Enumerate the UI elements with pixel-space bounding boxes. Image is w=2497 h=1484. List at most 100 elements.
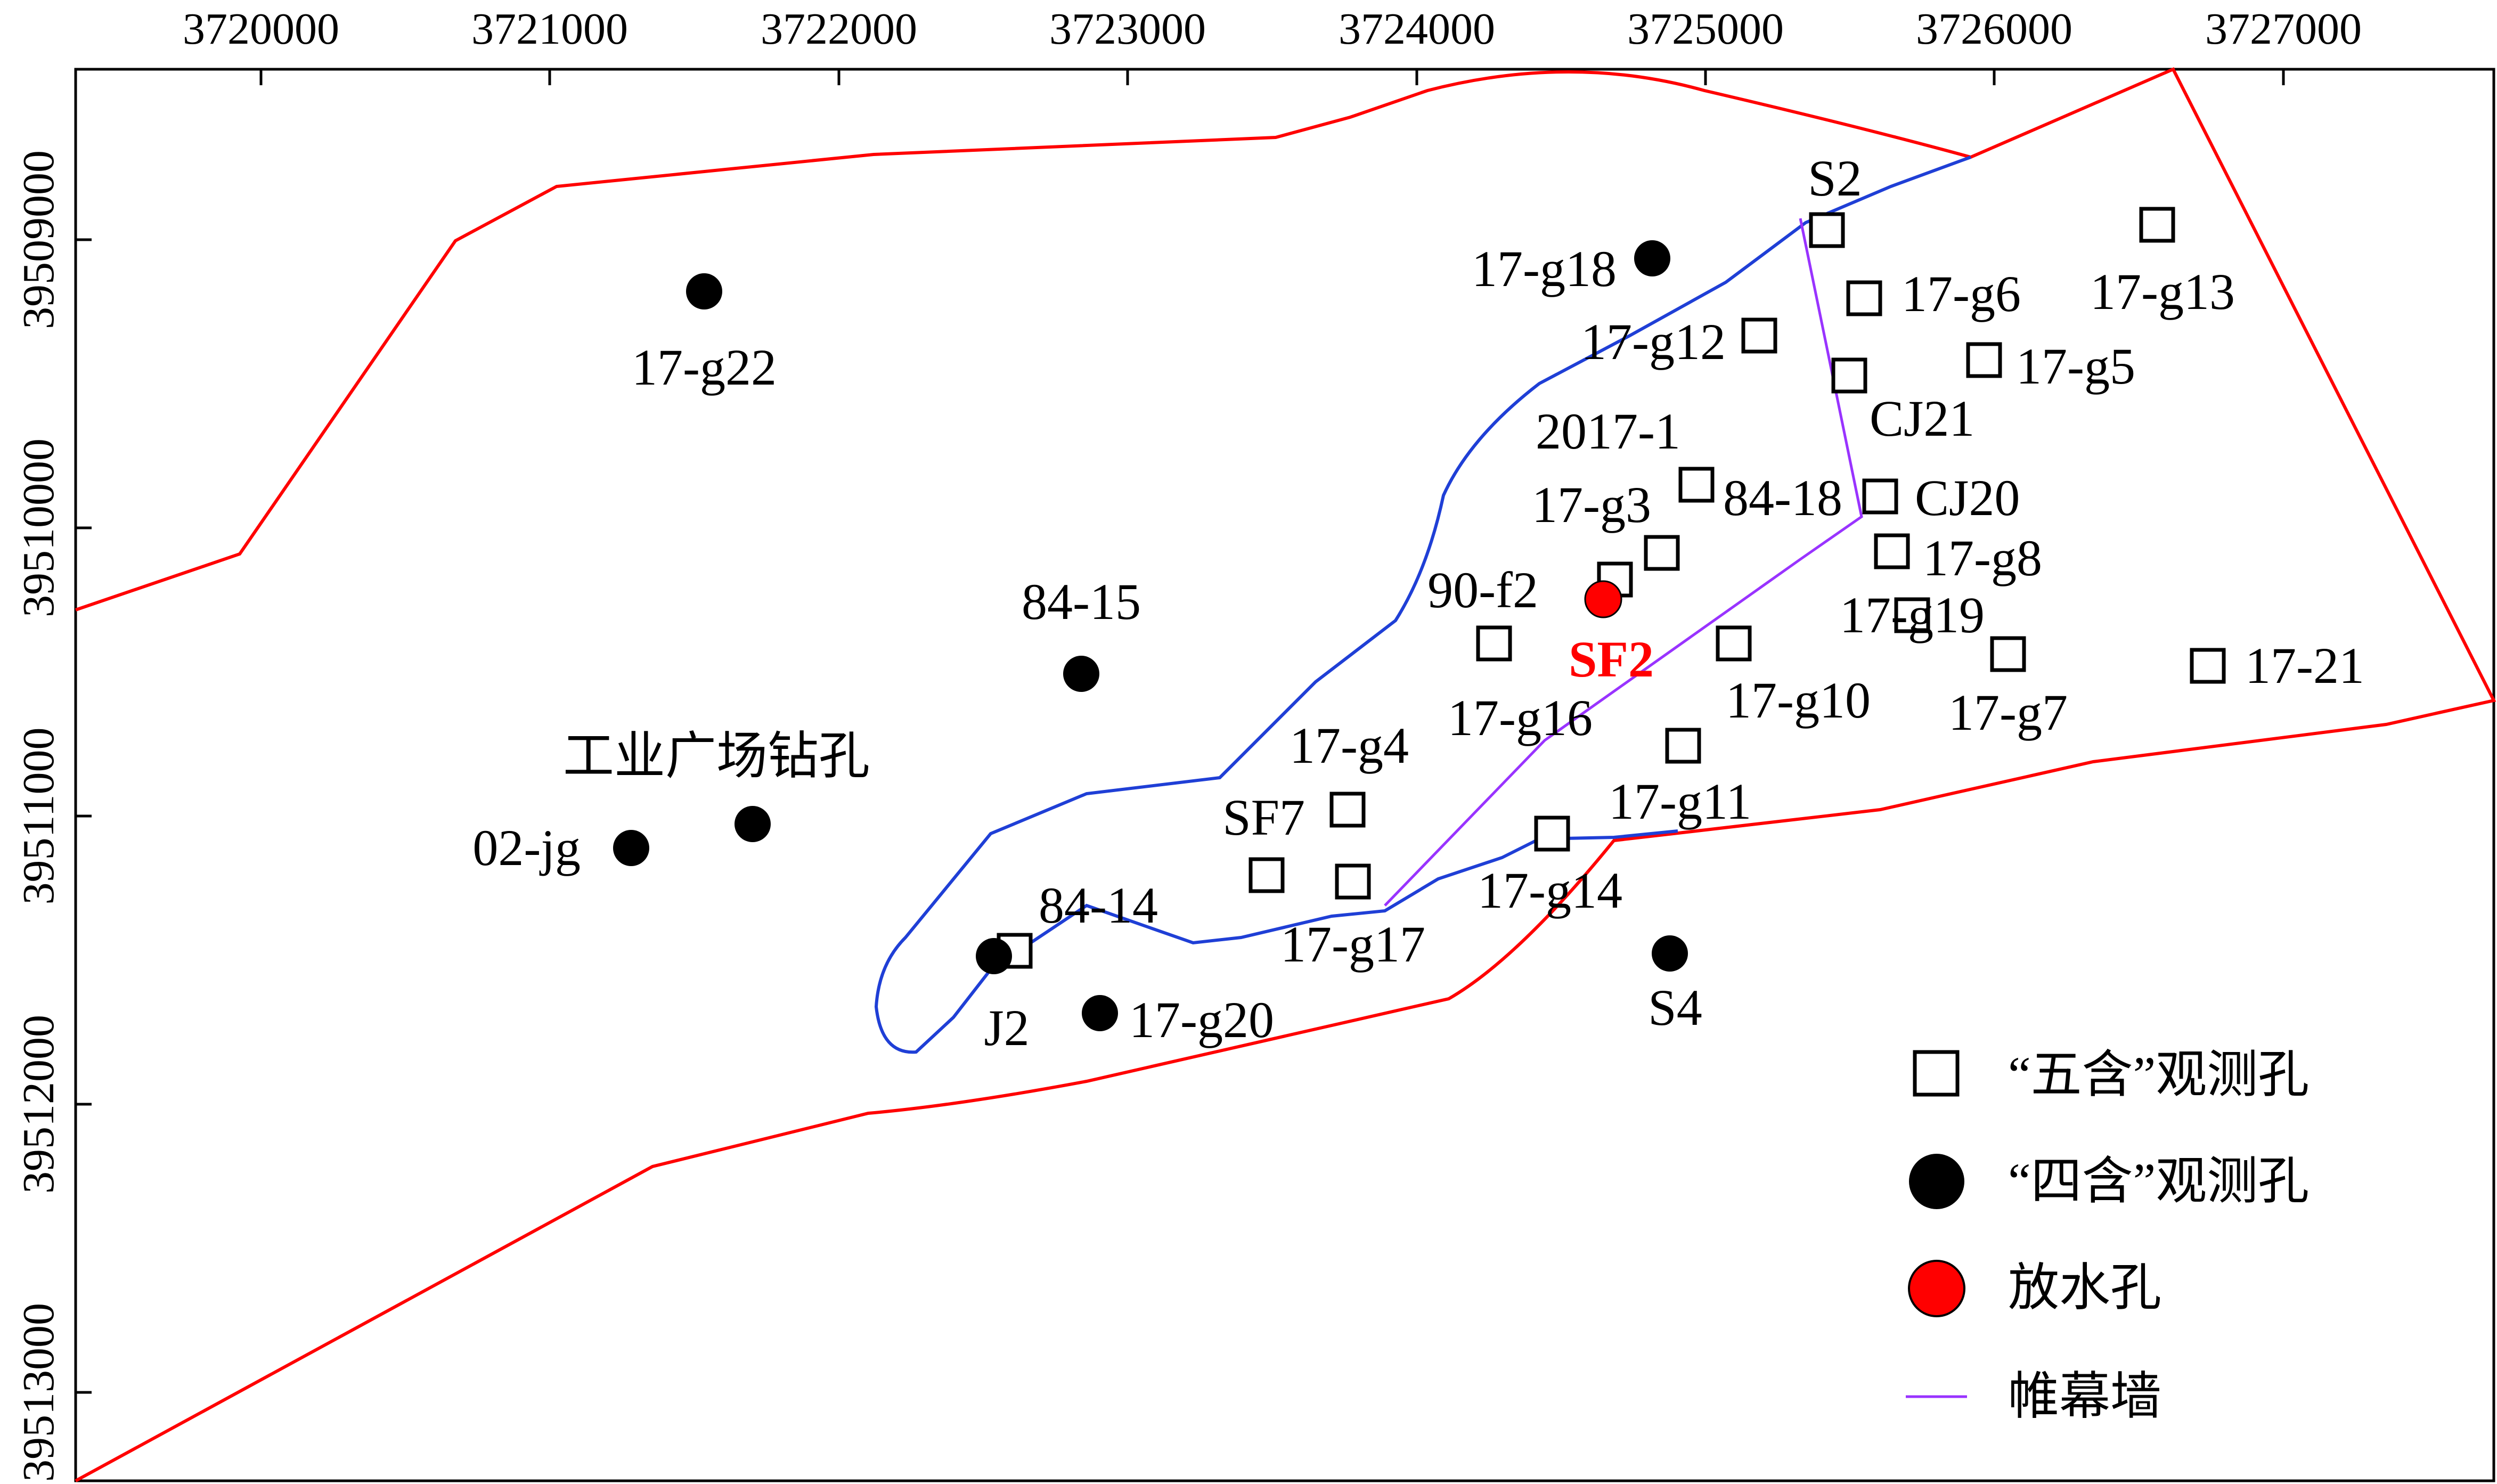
five-aquifer-marker	[1335, 863, 1371, 900]
y-tick-label: 39512000	[14, 1015, 63, 1194]
x-tick-label: 3722000	[761, 4, 917, 54]
five-aquifer-marker	[1862, 478, 1898, 515]
well-label: J2	[984, 999, 1029, 1056]
well-label: CJ21	[1870, 390, 1974, 447]
four-aquifer-marker	[1063, 656, 1099, 692]
five-aquifer-marker	[1716, 625, 1752, 662]
four-aquifer-marker	[613, 830, 649, 866]
well-17-g17: 17-g17	[1280, 863, 1425, 973]
well-17-g5: 17-g5	[1966, 338, 2135, 395]
well-17-g7: 17-g7	[1948, 636, 2068, 741]
well-label: 17-g6	[1902, 265, 2021, 322]
five-aquifer-marker	[1894, 597, 1930, 633]
five-aquifer-marker	[1874, 533, 1910, 569]
five-aquifer-marker	[1329, 792, 1366, 828]
five-aquifer-marker	[1665, 728, 1701, 764]
well-17-g3: 17-g3	[1532, 476, 1680, 571]
well-17-g11: 17-g11	[1609, 728, 1751, 830]
well-label: 17-g17	[1280, 916, 1425, 973]
well-s4: S4	[1648, 935, 1702, 1036]
well-s2: S2	[1808, 150, 1862, 248]
well-17-g12: 17-g12	[1581, 313, 1777, 370]
y-tick-label: 39511000	[14, 728, 63, 905]
well-label: 工业广场钻孔	[563, 728, 870, 785]
five-aquifer-marker	[1846, 280, 1882, 316]
five-aquifer-marker	[1741, 317, 1777, 354]
x-tick-label: 3724000	[1339, 4, 1495, 54]
well-label: 17-g10	[1726, 672, 1871, 729]
well-17-g13: 17-g13	[2090, 207, 2235, 320]
well-label: CJ20	[1915, 469, 2020, 526]
field-boundary	[75, 67, 2496, 1482]
four-aquifer-marker	[976, 938, 1012, 974]
well-label: 17-g11	[1609, 773, 1751, 830]
well-17-g20: 17-g20	[1082, 991, 1274, 1048]
well-17-g18: 17-g18	[1472, 240, 1670, 297]
well-borehole: 工业广场钻孔	[563, 728, 870, 842]
well-17-g6: 17-g6	[1846, 265, 2021, 322]
well-17-g22: 17-g22	[632, 273, 777, 396]
well-label: 17-g5	[2016, 338, 2135, 395]
x-tick-label: 3727000	[2205, 4, 2362, 54]
well-label: 17-g8	[1923, 529, 2042, 586]
five-aquifer-marker	[2139, 207, 2175, 243]
well-label: 17-g20	[1129, 991, 1274, 1048]
well-02-jg: 02-jg	[472, 819, 649, 876]
well-label: 17-g3	[1532, 476, 1651, 533]
well-label: 17-g22	[632, 339, 777, 396]
well-17-g14: 17-g14	[1478, 816, 1622, 919]
well-17-g8: 17-g8	[1874, 529, 2042, 586]
five-aquifer-marker	[1678, 467, 1715, 503]
well-label: 84-14	[1039, 877, 1158, 934]
well-cj21: CJ21	[1831, 357, 1974, 447]
y-tick-label: 39509000	[14, 150, 63, 329]
legend-label-curtain: 帷幕墙	[2008, 1368, 2161, 1425]
five-aquifer-marker	[1476, 625, 1512, 662]
well-17-g19: 17-g19	[1840, 586, 1985, 643]
well-label: SF2	[1569, 631, 1654, 688]
well-84-15: 84-15	[1022, 573, 1141, 692]
well-label: 2017-1	[1536, 403, 1680, 460]
well-cj20: CJ20	[1862, 469, 2020, 526]
y-tick-label: 39510000	[14, 438, 63, 617]
map-frame	[74, 68, 2495, 1482]
well-sf7: SF7	[1222, 789, 1305, 893]
well-label: 17-g16	[1448, 689, 1593, 746]
four-aquifer-marker	[686, 273, 722, 309]
well-84-14: 84-14	[997, 877, 1158, 969]
well-label: 84-18	[1723, 469, 1842, 526]
well-84-18: 84-18	[1678, 467, 1842, 526]
five-aquifer-marker	[2190, 648, 2226, 684]
legend-circle-symbol	[1909, 1154, 1964, 1209]
five-aquifer-marker	[1644, 535, 1680, 571]
well-label: S4	[1648, 979, 1702, 1036]
well-17-g16: 17-g16	[1448, 625, 1593, 746]
five-aquifer-marker	[1809, 212, 1845, 248]
drain-hole-marker	[1584, 580, 1622, 618]
four-aquifer-marker	[735, 806, 771, 842]
five-aquifer-marker	[1534, 816, 1570, 852]
legend: “五含”观测孔 “四含”观测孔 放水孔 帷幕墙	[1906, 1046, 2309, 1425]
legend-red-circle-symbol	[1908, 1260, 1965, 1317]
well-sf2: SF2	[1569, 580, 1654, 688]
well-label: 17-g14	[1478, 862, 1622, 919]
well-label: 90-f2	[1427, 561, 1538, 618]
x-tick-label: 3723000	[1049, 4, 1206, 54]
legend-label-drain: 放水孔	[2008, 1259, 2161, 1316]
well-label: SF7	[1222, 789, 1305, 846]
x-tick-label: 3726000	[1916, 4, 2072, 54]
well-label: 17-g13	[2090, 263, 2235, 320]
four-aquifer-marker	[1082, 995, 1118, 1031]
four-aquifer-marker	[1652, 935, 1688, 972]
four-aquifer-marker	[1634, 240, 1670, 276]
five-aquifer-marker	[1966, 342, 2002, 378]
aquifer-edge	[874, 156, 1972, 1054]
well-label: 17-g12	[1581, 313, 1726, 370]
five-aquifer-marker	[1831, 357, 1867, 394]
well-label: S2	[1808, 150, 1862, 207]
y-axis: 39509000 39510000 39511000 39512000 3951…	[14, 150, 92, 1482]
x-tick-label: 3725000	[1627, 4, 1784, 54]
well-label: 84-15	[1022, 573, 1141, 630]
x-axis: 3720000 3721000 3722000 3723000 3724000 …	[183, 4, 2362, 85]
